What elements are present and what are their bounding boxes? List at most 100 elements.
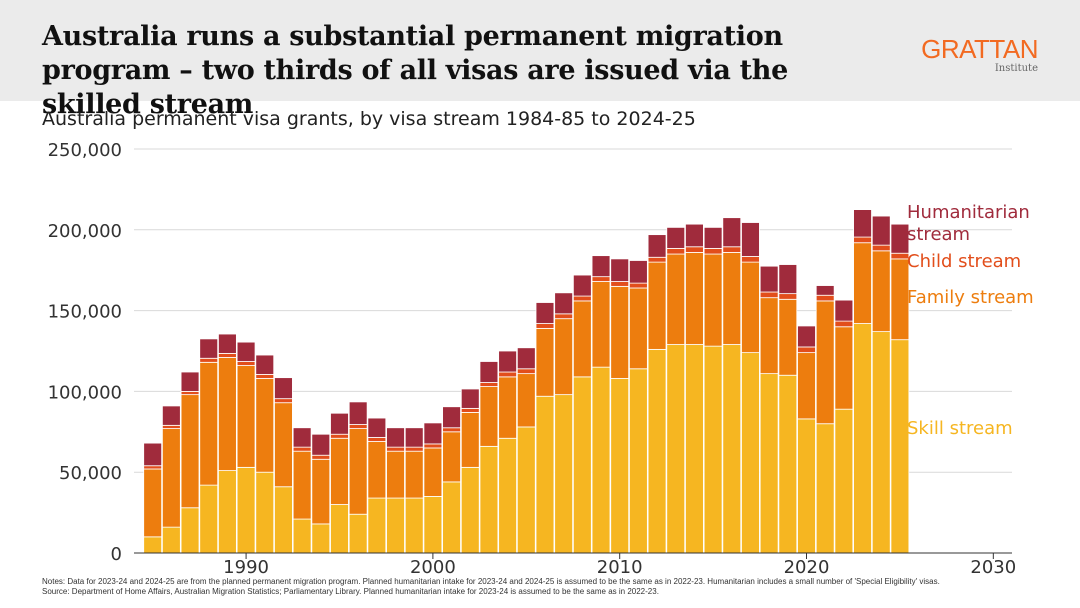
bar-segment: [423, 447, 443, 497]
bar-segment: [647, 256, 667, 263]
bar-segment: [853, 323, 872, 554]
bar-segment: [554, 394, 574, 554]
bar-segment: [572, 295, 592, 302]
y-tick-label: 250,000: [48, 140, 122, 161]
x-tick-label: 2030: [970, 557, 1016, 578]
bar-segment: [554, 318, 574, 396]
bar-segment: [685, 246, 704, 253]
bar-segment: [834, 326, 854, 410]
x-tick-label: 1990: [223, 557, 269, 578]
bar-segment: [741, 256, 760, 263]
bar-segment: [236, 365, 256, 468]
bar-segment: [498, 376, 517, 439]
bar-segment: [797, 418, 816, 554]
bar-segment: [629, 260, 648, 284]
bar-segment: [703, 253, 723, 347]
bar-segment: [629, 368, 648, 554]
bar-segment: [479, 361, 499, 383]
bar-segment: [386, 450, 405, 499]
bar-segment: [180, 390, 200, 396]
bar-segment: [311, 523, 331, 554]
bar-segment: [834, 320, 854, 328]
bar-segment: [610, 281, 630, 287]
bar-segment: [199, 361, 219, 486]
bar-segment: [890, 339, 910, 554]
header-band: Australia runs a substantial permanent m…: [0, 0, 1080, 120]
bar-segment: [685, 344, 704, 554]
bar-segment: [460, 412, 480, 468]
bar-segment: [647, 348, 667, 554]
bar-segment: [666, 344, 686, 554]
y-tick-label: 200,000: [48, 221, 122, 242]
bar-segment: [442, 481, 461, 554]
bar-segment: [386, 427, 405, 448]
bar-segment: [199, 484, 219, 554]
y-tick-label: 0: [111, 544, 122, 565]
bar-segment: [797, 325, 816, 348]
bar-segment: [161, 428, 181, 528]
x-tick-label: 2000: [410, 557, 456, 578]
bar-segment: [255, 354, 275, 375]
bar-segment: [722, 252, 742, 345]
bar-segment: [815, 423, 835, 554]
bar-segment: [442, 406, 461, 429]
bar-segment: [554, 292, 574, 315]
bar-segment: [330, 437, 349, 505]
bar-segment: [348, 401, 368, 425]
bar-segment: [274, 486, 293, 554]
y-tick-label: 100,000: [48, 382, 122, 403]
legend-label-humanitarian: stream: [907, 224, 970, 245]
bar-segment: [741, 352, 760, 554]
bar-segment: [423, 443, 443, 449]
bar-segment: [404, 497, 424, 554]
bar-segment: [180, 394, 200, 509]
bar-segment: [685, 252, 704, 345]
bar-segment: [535, 395, 555, 554]
bar-segment: [871, 215, 891, 246]
bar-segment: [442, 431, 461, 483]
bar-segment: [442, 427, 461, 433]
legend-label-skill: Skill stream: [907, 418, 1013, 439]
bar-segment: [218, 357, 237, 471]
bar-segment: [591, 366, 611, 554]
bar-segment: [610, 285, 630, 379]
bar-segment: [330, 504, 349, 554]
bar-segment: [367, 437, 387, 442]
bar-segment: [460, 407, 480, 413]
logo-subtext: Institute: [994, 63, 1038, 74]
bar-segment: [180, 507, 200, 554]
bar-segment: [292, 446, 312, 452]
bar-segment: [797, 352, 816, 420]
bar-segment: [460, 388, 480, 409]
bar-segment: [853, 236, 872, 244]
bar-segment: [236, 361, 256, 366]
bar-segment: [759, 265, 779, 293]
bar-segment: [516, 426, 536, 554]
bar-segment: [778, 264, 798, 295]
bar-segment: [199, 338, 219, 359]
x-tick-label: 2010: [597, 557, 643, 578]
bar-segment: [236, 466, 256, 554]
bar-segment: [722, 344, 742, 554]
bar-segment: [367, 497, 387, 554]
bar-segment: [722, 217, 742, 248]
bar-segment: [498, 371, 517, 378]
bar-segment: [741, 261, 760, 354]
bar-segment: [330, 433, 349, 439]
bar-segment: [853, 209, 872, 238]
bar-segment: [404, 446, 424, 452]
bar-segment: [348, 424, 368, 429]
bar-segment: [143, 536, 163, 554]
bar-segment: [797, 346, 816, 354]
bar-segment: [610, 258, 630, 282]
bar-segment: [274, 377, 293, 400]
bar-segment: [834, 408, 854, 554]
bar-segment: [815, 285, 835, 296]
bar-segment: [479, 382, 499, 387]
legend-label-child: Child stream: [907, 251, 1021, 272]
bar-segment: [218, 470, 237, 554]
bar-segment: [143, 465, 163, 470]
bar-segment: [311, 458, 331, 525]
legend-label-humanitarian: Humanitarian: [907, 202, 1030, 223]
bar-segment: [386, 497, 405, 554]
